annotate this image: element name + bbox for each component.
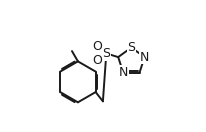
Text: O: O xyxy=(92,40,102,53)
Text: S: S xyxy=(127,41,135,54)
Text: S: S xyxy=(102,47,110,60)
Text: O: O xyxy=(92,54,102,67)
Text: N: N xyxy=(140,51,149,64)
Text: N: N xyxy=(118,66,128,79)
